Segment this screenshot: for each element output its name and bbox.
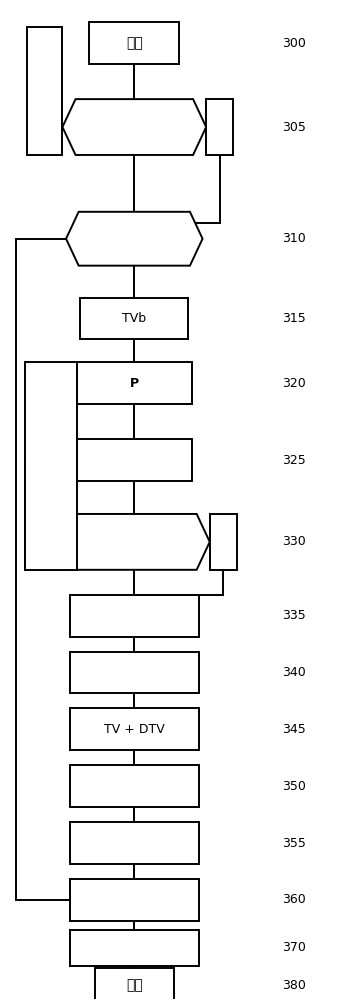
Bar [70,652,199,693]
Bar [25,362,77,570]
Bar [70,595,199,637]
Text: 380: 380 [282,979,306,992]
Bar [70,930,199,966]
Bar [77,439,192,481]
Text: 325: 325 [282,454,305,467]
Text: TV + DTV: TV + DTV [104,723,165,736]
Bar [95,968,174,1000]
Bar [210,514,237,570]
Text: 350: 350 [282,780,306,793]
Text: 370: 370 [282,941,306,954]
Text: P: P [130,377,139,390]
Polygon shape [63,99,206,155]
Bar [26,27,63,155]
Bar [70,822,199,864]
Text: 300: 300 [282,37,306,50]
Bar [89,22,179,64]
Text: 320: 320 [282,377,305,390]
Text: 335: 335 [282,609,305,622]
Text: TVb: TVb [122,312,146,325]
Text: 结束: 结束 [126,979,143,993]
Bar [70,708,199,750]
Text: 330: 330 [282,535,305,548]
Polygon shape [59,514,210,570]
Bar [206,99,233,155]
Text: 315: 315 [282,312,305,325]
Bar [70,765,199,807]
Text: 310: 310 [282,232,305,245]
Bar [77,362,192,404]
Polygon shape [66,212,203,266]
Text: 345: 345 [282,723,305,736]
Text: 305: 305 [282,121,306,134]
Bar [70,879,199,921]
Text: 开始: 开始 [126,36,143,50]
Bar [80,298,188,339]
Text: 360: 360 [282,893,305,906]
Text: 355: 355 [282,837,306,850]
Text: 340: 340 [282,666,305,679]
